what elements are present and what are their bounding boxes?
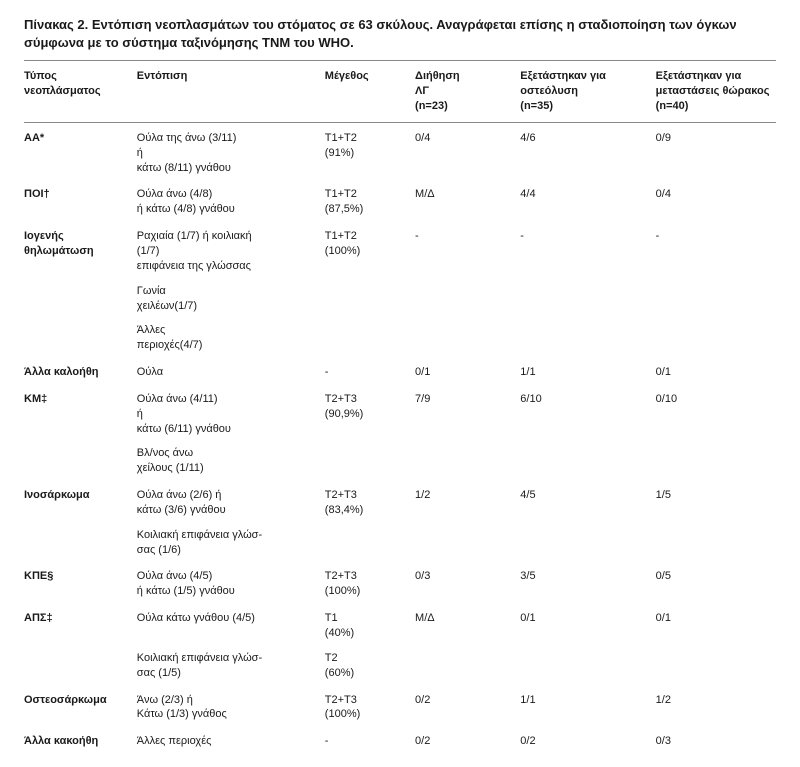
cell-met: 1/5 [656, 478, 776, 520]
title-line-1: Πίνακας 2. Εντόπιση νεοπλασμάτων του στό… [24, 17, 737, 32]
table-row: Άλλεςπεριοχές(4/7) [24, 315, 776, 355]
cell-type: Άλλα καλοήθη [24, 355, 137, 382]
cell-loc: Ούλα άνω (4/11)ήκάτω (6/11) γνάθου [137, 382, 325, 439]
cell-lg: 1/2 [415, 478, 520, 520]
cell-size: T2+T3(83,4%) [325, 478, 415, 520]
cell-loc: Ούλα άνω (4/8)ή κάτω (4/8) γνάθου [137, 177, 325, 219]
cell-lg: 0/2 [415, 683, 520, 725]
cell-met: 0/3 [656, 724, 776, 751]
cell-type: ΚΠΕ§ [24, 559, 137, 601]
cell-met: 0/5 [656, 559, 776, 601]
cell-met: 0/9 [656, 122, 776, 177]
header-size: Μέγεθος [325, 61, 415, 122]
cell-lg: 0/1 [415, 355, 520, 382]
cell-lg: M/Δ [415, 177, 520, 219]
cell-type: ΠΟΙ† [24, 177, 137, 219]
cell-size: - [325, 355, 415, 382]
cell-lg: - [415, 219, 520, 276]
table-row: ΠΟΙ† Ούλα άνω (4/8)ή κάτω (4/8) γνάθου T… [24, 177, 776, 219]
table-row: Κοιλιακή επιφάνεια γλώσ-σας (1/5) T2(60%… [24, 643, 776, 683]
cell-ost: 0/2 [520, 724, 655, 751]
header-type: Τύποςνεοπλάσματος [24, 61, 137, 122]
table-title: Πίνακας 2. Εντόπιση νεοπλασμάτων του στό… [24, 16, 776, 61]
table-row: Κοιλιακή επιφάνεια γλώσ-σας (1/6) [24, 520, 776, 560]
cell-type: ΑΑ* [24, 122, 137, 177]
cell-lg: 0/4 [415, 122, 520, 177]
cell-loc: Άνω (2/3) ήΚάτω (1/3) γνάθος [137, 683, 325, 725]
cell-loc: Ραχιαία (1/7) ή κοιλιακή(1/7)επιφάνεια τ… [137, 219, 325, 276]
cell-loc: Ούλα [137, 355, 325, 382]
cell-type: Οστεοσάρκωμα [24, 683, 137, 725]
cell-met: 1/2 [656, 683, 776, 725]
cell-ost: 4/4 [520, 177, 655, 219]
cell-size: T1+T2(87,5%) [325, 177, 415, 219]
cell-met: 0/1 [656, 355, 776, 382]
cell-ost: 4/6 [520, 122, 655, 177]
neoplasm-table: Τύποςνεοπλάσματος Εντόπιση Μέγεθος Διήθη… [24, 61, 776, 751]
table-row: ΑΑ* Ούλα της άνω (3/11)ήκάτω (8/11) γνάθ… [24, 122, 776, 177]
cell-lg: M/Δ [415, 601, 520, 643]
cell-type: ΑΠΣ‡ [24, 601, 137, 643]
cell-lg: 0/2 [415, 724, 520, 751]
cell-ost: 0/1 [520, 601, 655, 643]
cell-loc: Κοιλιακή επιφάνεια γλώσ-σας (1/5) [137, 643, 325, 683]
cell-ost: - [520, 219, 655, 276]
cell-size: - [325, 724, 415, 751]
cell-loc: Ούλα άνω (2/6) ήκάτω (3/6) γνάθου [137, 478, 325, 520]
cell-met: 0/10 [656, 382, 776, 439]
cell-type: Ιογενήςθηλωμάτωση [24, 219, 137, 276]
title-line-2: σύμφωνα με το σύστημα ταξινόμησης TNM το… [24, 35, 354, 50]
table-row: Βλ/νος άνωχείλους (1/11) [24, 438, 776, 478]
cell-lg: 0/3 [415, 559, 520, 601]
cell-loc: Ούλα κάτω γνάθου (4/5) [137, 601, 325, 643]
cell-loc: Άλλες περιοχές [137, 724, 325, 751]
header-metastasis: Εξετάστηκαν γιαμεταστάσεις θώρακος(n=40) [656, 61, 776, 122]
header-osteolysis: Εξετάστηκαν γιαοστεόλυση(n=35) [520, 61, 655, 122]
cell-size: T2+T3(90,9%) [325, 382, 415, 439]
cell-met: 0/1 [656, 601, 776, 643]
cell-loc: Γωνίαχειλέων(1/7) [137, 276, 325, 316]
cell-met: - [656, 219, 776, 276]
table-row: Οστεοσάρκωμα Άνω (2/3) ήΚάτω (1/3) γνάθο… [24, 683, 776, 725]
cell-loc: Άλλεςπεριοχές(4/7) [137, 315, 325, 355]
cell-size: T1+T2(91%) [325, 122, 415, 177]
cell-size: T2+T3(100%) [325, 559, 415, 601]
table-row: ΑΠΣ‡ Ούλα κάτω γνάθου (4/5) T1(40%) M/Δ … [24, 601, 776, 643]
table-row: Ιογενήςθηλωμάτωση Ραχιαία (1/7) ή κοιλια… [24, 219, 776, 276]
cell-ost: 3/5 [520, 559, 655, 601]
cell-ost: 6/10 [520, 382, 655, 439]
cell-ost: 1/1 [520, 683, 655, 725]
cell-type: ΚΜ‡ [24, 382, 137, 439]
cell-size: T1(40%) [325, 601, 415, 643]
table-row: Ινοσάρκωμα Ούλα άνω (2/6) ήκάτω (3/6) γν… [24, 478, 776, 520]
table-row: ΚΠΕ§ Ούλα άνω (4/5) ή κάτω (1/5) γνάθου … [24, 559, 776, 601]
cell-size: T1+T2(100%) [325, 219, 415, 276]
cell-type: Ινοσάρκωμα [24, 478, 137, 520]
cell-met: 0/4 [656, 177, 776, 219]
cell-loc: Ούλα της άνω (3/11)ήκάτω (8/11) γνάθου [137, 122, 325, 177]
cell-loc: Ούλα άνω (4/5) ή κάτω (1/5) γνάθου [137, 559, 325, 601]
cell-lg: 7/9 [415, 382, 520, 439]
cell-type: Άλλα κακοήθη [24, 724, 137, 751]
header-lg: ΔιήθησηΛΓ(n=23) [415, 61, 520, 122]
cell-size: T2+T3(100%) [325, 683, 415, 725]
cell-loc: Κοιλιακή επιφάνεια γλώσ-σας (1/6) [137, 520, 325, 560]
cell-loc: Βλ/νος άνωχείλους (1/11) [137, 438, 325, 478]
table-row: Άλλα κακοήθη Άλλες περιοχές - 0/2 0/2 0/… [24, 724, 776, 751]
table-row: Γωνίαχειλέων(1/7) [24, 276, 776, 316]
table-row: Άλλα καλοήθη Ούλα - 0/1 1/1 0/1 [24, 355, 776, 382]
cell-ost: 4/5 [520, 478, 655, 520]
header-location: Εντόπιση [137, 61, 325, 122]
table-row: ΚΜ‡ Ούλα άνω (4/11)ήκάτω (6/11) γνάθου T… [24, 382, 776, 439]
cell-ost: 1/1 [520, 355, 655, 382]
cell-size: T2(60%) [325, 643, 415, 683]
